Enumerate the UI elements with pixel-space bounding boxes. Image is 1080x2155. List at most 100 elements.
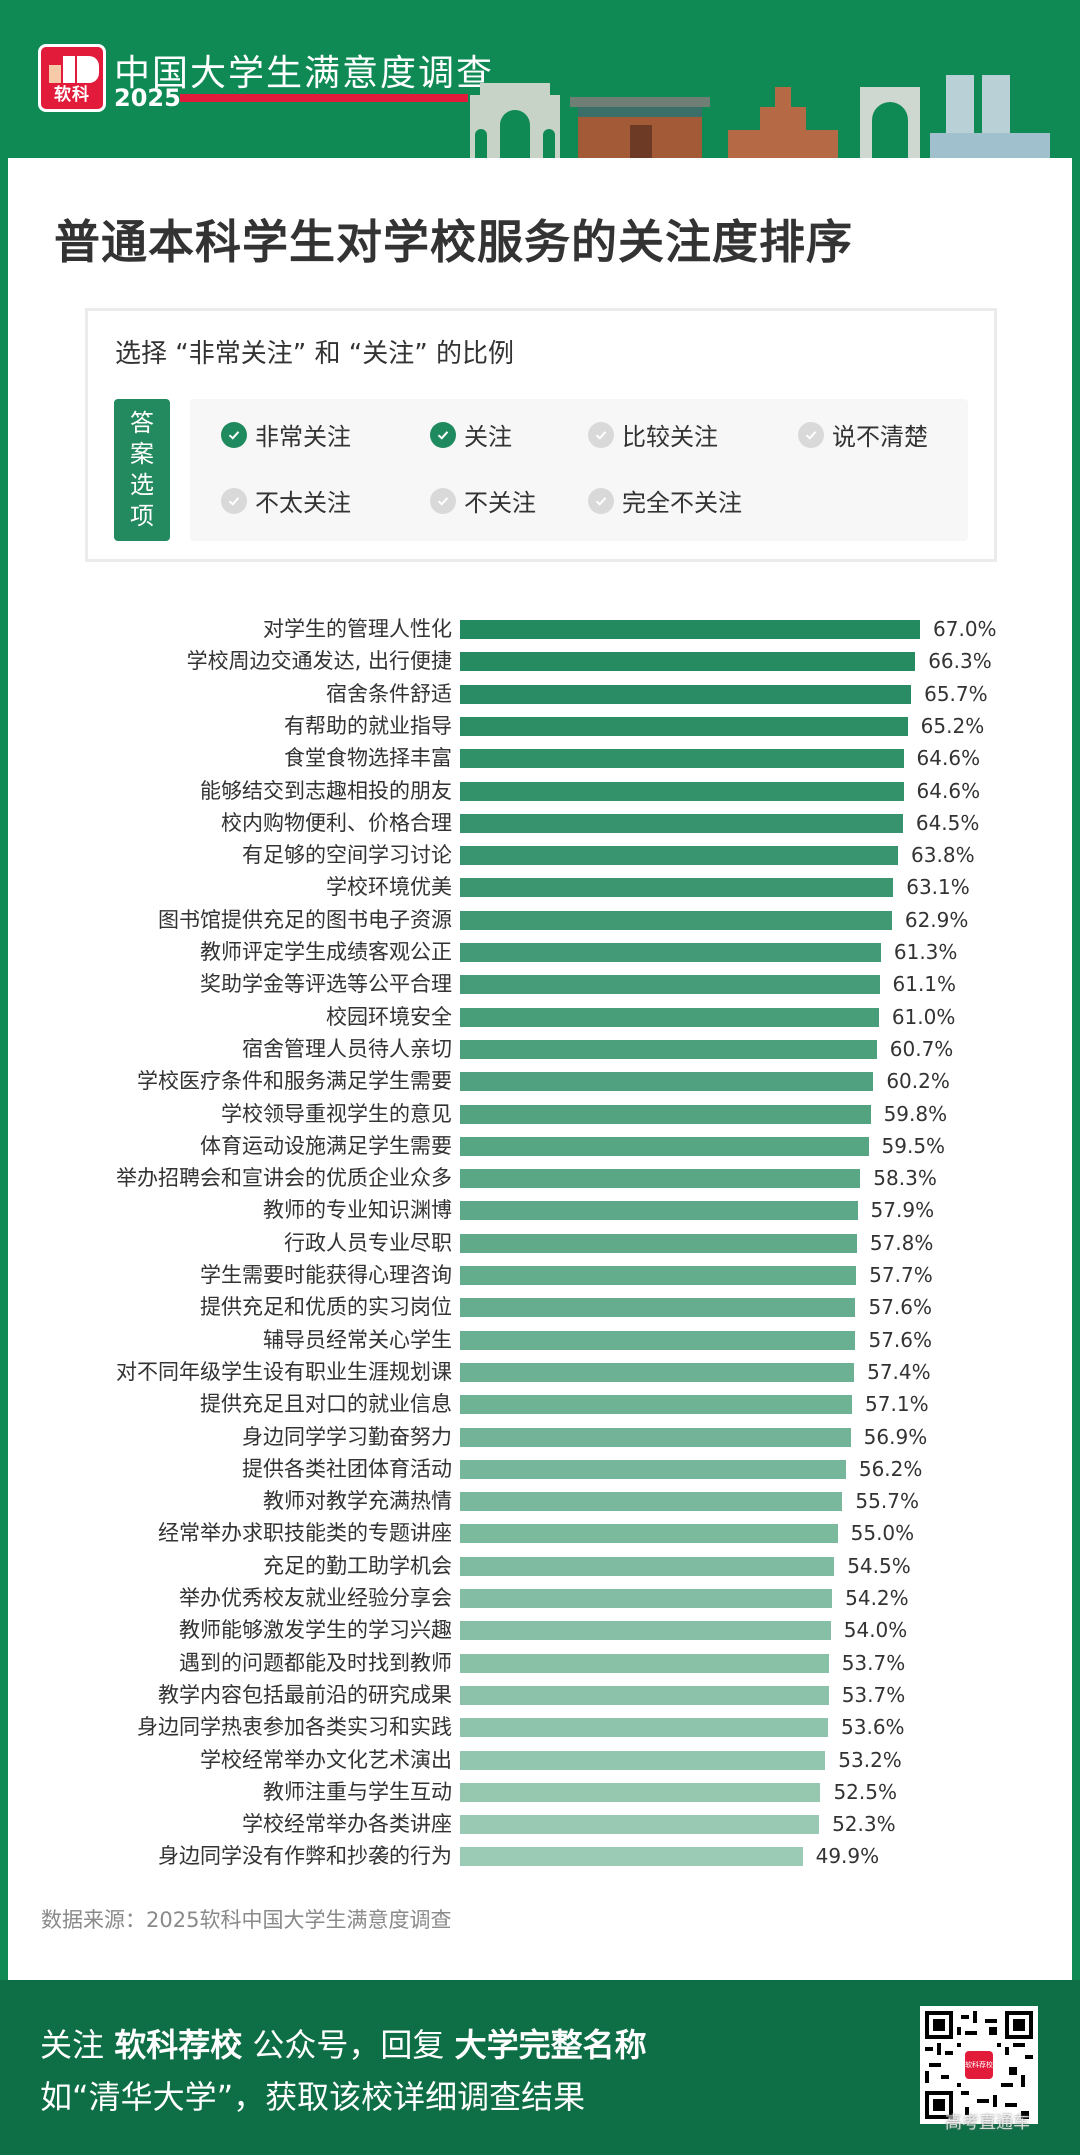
answer-options-legend: 选择 “非常关注” 和 “关注” 的比例 答 案 选 项 非常关注 关注 比较关… xyxy=(85,308,997,562)
chart-row: 遇到的问题都能及时找到教师 53.7% xyxy=(8,1647,1072,1679)
bar xyxy=(460,652,916,672)
value-label: 57.7% xyxy=(869,1263,933,1287)
chart-row: 学校周边交通发达, 出行便捷 66.3% xyxy=(8,645,1072,677)
bar xyxy=(460,1395,853,1415)
chart-row: 校园环境安全 61.0% xyxy=(8,1001,1072,1033)
category-label: 学校环境优美 xyxy=(326,875,452,900)
data-source: 数据来源：2025软科中国大学生满意度调查 xyxy=(41,1908,452,1932)
category-label: 举办优秀校友就业经验分享会 xyxy=(179,1586,452,1610)
value-label: 61.1% xyxy=(892,972,957,997)
option-not-at-all-concerned: 完全不关注 xyxy=(588,483,742,518)
bar xyxy=(460,1492,843,1512)
category-label: 对不同年级学生设有职业生涯规划课 xyxy=(116,1359,452,1384)
answer-options-tag: 答 案 选 项 xyxy=(114,399,170,541)
bar xyxy=(460,749,904,769)
chart-row: 食堂食物选择丰富 64.6% xyxy=(8,742,1072,774)
category-label: 宿舍管理人员待人亲切 xyxy=(242,1036,452,1061)
chart-row: 提供各类社团体育活动 56.2% xyxy=(8,1453,1072,1485)
category-label: 体育运动设施满足学生需要 xyxy=(200,1133,452,1158)
answer-options-panel: 非常关注 关注 比较关注 说不清楚 不太关注 不关注 xyxy=(190,399,968,541)
category-label: 学校医疗条件和服务满足学生需要 xyxy=(137,1069,452,1094)
bar xyxy=(460,1362,855,1382)
category-label: 校内购物便利、价格合理 xyxy=(221,810,452,835)
option-unsure: 说不清楚 xyxy=(798,417,928,452)
category-label: 食堂食物选择丰富 xyxy=(284,746,452,771)
category-label: 举办招聘会和宣讲会的优质企业众多 xyxy=(116,1166,452,1191)
category-label: 教师的专业知识渊博 xyxy=(263,1198,452,1223)
chart-row: 宿舍管理人员待人亲切 60.7% xyxy=(8,1033,1072,1065)
chart-row: 经常举办求职技能类的专题讲座 55.0% xyxy=(8,1517,1072,1549)
value-label: 53.7% xyxy=(841,1682,906,1707)
category-label: 对学生的管理人性化 xyxy=(263,617,452,641)
category-label: 身边同学学习勤奋努力 xyxy=(242,1424,452,1449)
category-label: 宿舍条件舒适 xyxy=(326,681,452,706)
qr-code[interactable]: 软科荐校 xyxy=(920,2006,1038,2124)
bar xyxy=(460,1459,846,1479)
bar xyxy=(460,1589,833,1608)
chart-row: 教师对教学充满热情 55.7% xyxy=(8,1485,1072,1517)
chart-row: 体育运动设施满足学生需要 59.5% xyxy=(8,1130,1072,1162)
chart-row: 身边同学学习勤奋努力 56.9% xyxy=(8,1421,1072,1453)
campus-buildings-illustration xyxy=(470,75,1050,160)
value-label: 52.3% xyxy=(832,1812,896,1837)
value-label: 56.2% xyxy=(858,1456,923,1481)
option-label: 完全不关注 xyxy=(622,489,742,517)
cta-text: 关注 xyxy=(40,2026,115,2064)
legend-title: 选择 “非常关注” 和 “关注” 的比例 xyxy=(115,339,514,369)
category-label: 图书馆提供充足的图书电子资源 xyxy=(158,907,452,932)
option-very-concerned: 非常关注 xyxy=(221,417,351,452)
bar xyxy=(460,620,921,639)
category-label: 学校经常举办文化艺术演出 xyxy=(200,1747,452,1772)
tag-char: 项 xyxy=(130,502,154,530)
chart-row: 身边同学没有作弊和抄袭的行为 49.9% xyxy=(8,1840,1072,1872)
category-label: 奖助学金等评选等公平合理 xyxy=(200,972,452,997)
chart-row: 行政人员专业尽职 57.8% xyxy=(8,1227,1072,1259)
category-label: 教学内容包括最前沿的研究成果 xyxy=(158,1682,452,1707)
category-label: 提供充足且对口的就业信息 xyxy=(200,1392,452,1417)
bar xyxy=(460,1427,851,1447)
value-label: 57.4% xyxy=(867,1359,931,1384)
value-label: 53.2% xyxy=(838,1747,902,1772)
value-label: 55.0% xyxy=(850,1521,915,1546)
survey-title: 中国大学生满意度调查 xyxy=(114,53,495,94)
category-label: 遇到的问题都能及时找到教师 xyxy=(179,1650,452,1675)
category-label: 提供各类社团体育活动 xyxy=(242,1456,452,1481)
chart-row: 辅导员经常关心学生 57.6% xyxy=(8,1324,1072,1356)
check-circle-disabled-icon xyxy=(430,487,456,514)
option-somewhat-concerned: 比较关注 xyxy=(588,417,718,452)
chart-row: 校内购物便利、价格合理 64.5% xyxy=(8,807,1072,839)
value-label: 53.6% xyxy=(841,1715,905,1740)
chart-row: 有帮助的就业指导 65.2% xyxy=(8,710,1072,742)
chart-row: 教师评定学生成绩客观公正 61.3% xyxy=(8,936,1072,968)
chart-row: 充足的勤工助学机会 54.5% xyxy=(8,1550,1072,1582)
bar xyxy=(460,878,894,898)
category-label: 有足够的空间学习讨论 xyxy=(242,843,452,868)
chart-row: 教学内容包括最前沿的研究成果 53.7% xyxy=(8,1679,1072,1711)
chart-row: 学校经常举办文化艺术演出 53.2% xyxy=(8,1744,1072,1776)
bar xyxy=(460,1330,856,1350)
bar xyxy=(460,781,904,801)
category-label: 教师对教学充满热情 xyxy=(263,1489,452,1514)
value-label: 63.8% xyxy=(911,843,975,868)
bar xyxy=(460,1782,821,1802)
chart-row: 教师的专业知识渊博 57.9% xyxy=(8,1194,1072,1226)
bar xyxy=(460,1104,871,1124)
value-label: 58.3% xyxy=(873,1166,937,1191)
value-label: 54.5% xyxy=(847,1553,911,1578)
option-not-very-concerned: 不太关注 xyxy=(221,483,351,518)
watermark: 高考直通车 xyxy=(945,2113,1030,2133)
chart-row: 学校环境优美 63.1% xyxy=(8,871,1072,903)
bar xyxy=(460,1136,869,1156)
category-label: 身边同学热衷参加各类实习和实践 xyxy=(137,1715,452,1740)
value-label: 65.7% xyxy=(924,681,988,706)
category-label: 充足的勤工助学机会 xyxy=(263,1553,452,1578)
chart-row: 对不同年级学生设有职业生涯规划课 57.4% xyxy=(8,1356,1072,1388)
category-label: 经常举办求职技能类的专题讲座 xyxy=(158,1521,452,1546)
option-concerned: 关注 xyxy=(430,417,512,452)
category-label: 学校经常举办各类讲座 xyxy=(242,1812,452,1837)
check-circle-disabled-icon xyxy=(588,421,614,448)
chart-row: 学校医疗条件和服务满足学生需要 60.2% xyxy=(8,1065,1072,1097)
value-label: 64.6% xyxy=(916,778,981,803)
chart-row: 奖助学金等评选等公平合理 61.1% xyxy=(8,968,1072,1000)
cta-text: 公众号，回复 xyxy=(242,2026,455,2064)
